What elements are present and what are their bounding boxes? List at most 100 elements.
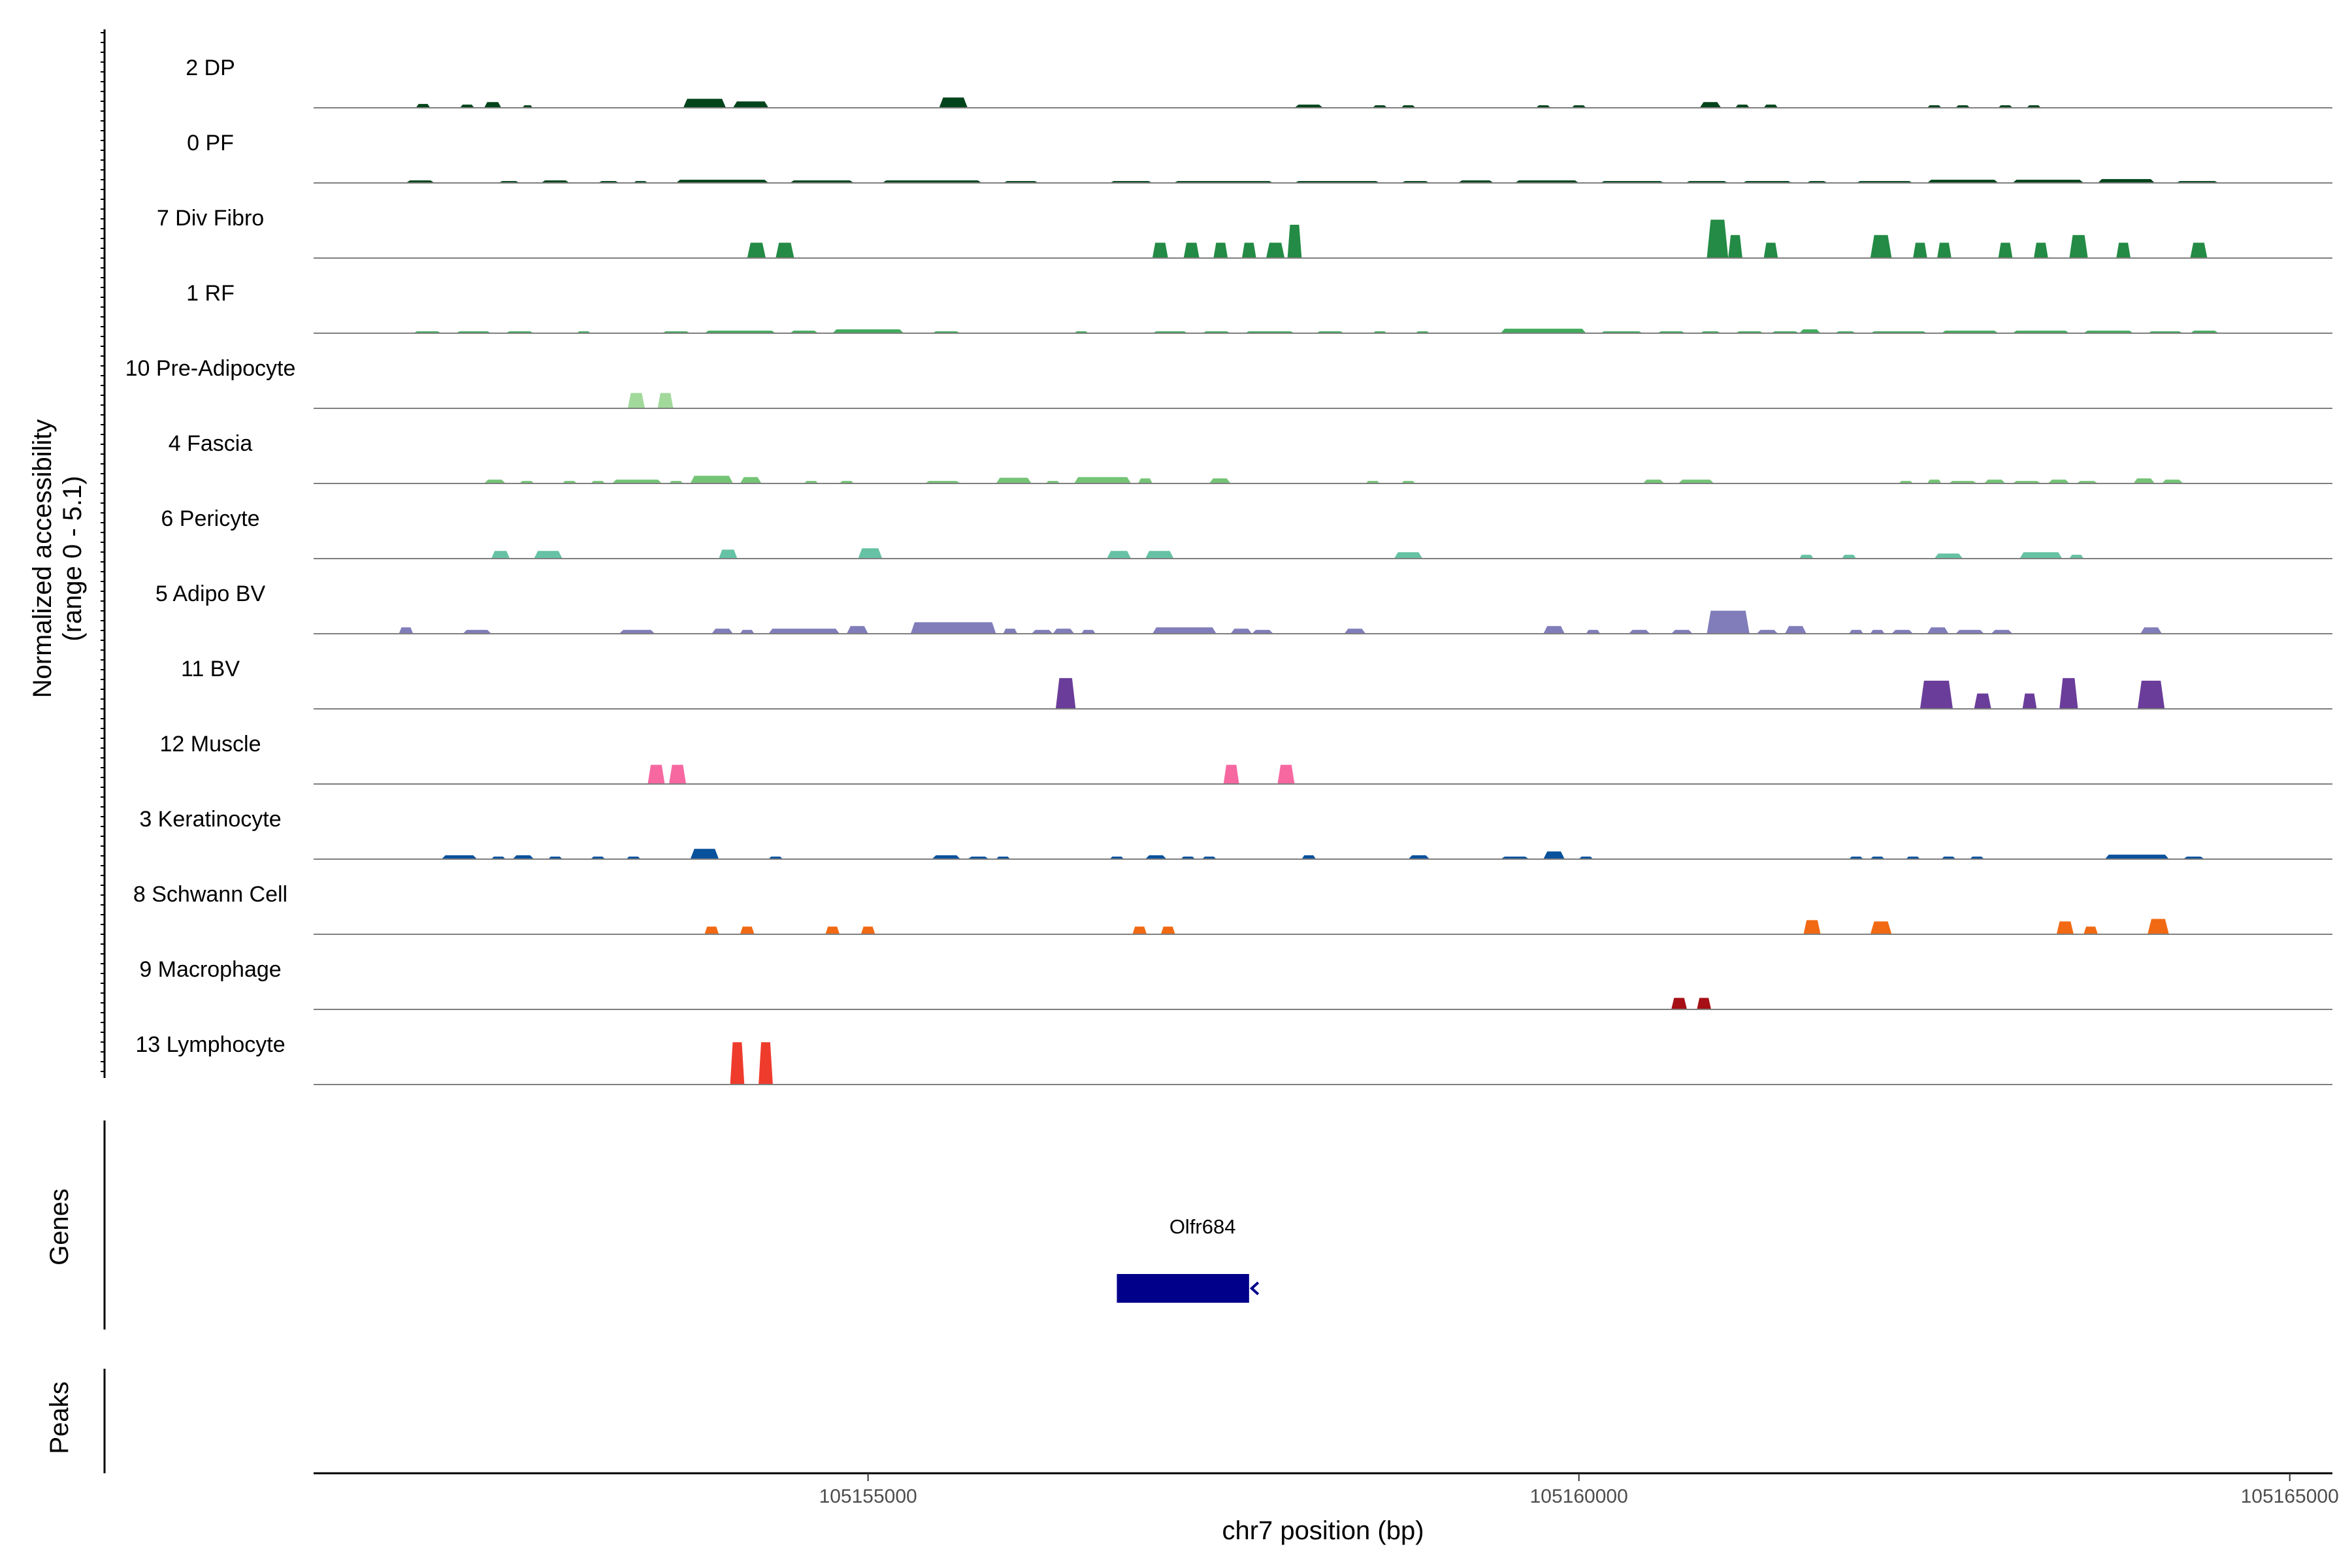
coverage-peak bbox=[719, 549, 738, 559]
track-7-div-fibro: 7 Div Fibro bbox=[157, 206, 2332, 259]
x-tick-label: 105155000 bbox=[819, 1486, 917, 1507]
coverage-peak bbox=[1152, 627, 1217, 634]
coverage-peak bbox=[2022, 693, 2037, 709]
coverage-peak bbox=[1252, 630, 1273, 634]
coverage-peak bbox=[1799, 555, 1814, 559]
coverage-peak bbox=[776, 242, 794, 258]
coverage-peak bbox=[1707, 220, 1729, 258]
coverage-peak bbox=[1763, 242, 1778, 258]
track-label: 1 RF bbox=[186, 281, 235, 306]
coverage-peak bbox=[2083, 926, 2098, 934]
genes-panel: Olfr684 bbox=[1117, 1215, 1260, 1303]
coverage-peak bbox=[1628, 630, 1650, 634]
coverage-peak bbox=[1671, 630, 1693, 634]
coverage-peak bbox=[1152, 242, 1168, 258]
coverage-peak bbox=[939, 97, 968, 108]
coverage-peak bbox=[1501, 329, 1586, 333]
coverage-peak bbox=[2104, 855, 2169, 859]
coverage-peak bbox=[910, 622, 996, 634]
coverage-peak bbox=[690, 849, 719, 859]
coverage-peak bbox=[1209, 478, 1231, 483]
coverage-peak bbox=[1277, 764, 1295, 784]
coverage-peak bbox=[460, 105, 474, 108]
coverage-peak bbox=[1991, 630, 2013, 634]
coverage-peak bbox=[1697, 998, 1712, 1009]
track-9-macrophage: 9 Macrophage bbox=[139, 957, 2332, 1010]
coverage-peak bbox=[2098, 179, 2155, 183]
coverage-peak bbox=[1998, 242, 2013, 258]
coverage-peak bbox=[2069, 555, 2084, 559]
coverage-peak bbox=[825, 926, 840, 934]
coverage-peak bbox=[1919, 680, 1953, 709]
coverage-peak bbox=[1849, 630, 1863, 634]
track-label: 9 Macrophage bbox=[139, 957, 281, 982]
coverage-peak bbox=[1287, 225, 1302, 258]
coverage-peak bbox=[2190, 242, 2208, 258]
track-11-bv: 11 BV bbox=[181, 657, 2332, 710]
gene-body bbox=[1117, 1274, 1249, 1303]
coverage-peak bbox=[2056, 921, 2074, 934]
coverage-peak bbox=[740, 926, 755, 934]
coverage-peak bbox=[2069, 235, 2088, 258]
track-2-dp: 2 DP bbox=[186, 56, 2332, 108]
x-tick-label: 105160000 bbox=[1530, 1486, 1628, 1507]
coverage-peak bbox=[1223, 764, 1239, 784]
track-10-pre-adipocyte: 10 Pre-Adipocyte bbox=[125, 356, 2332, 409]
coverage-peak bbox=[1927, 180, 1999, 183]
coverage-peak bbox=[1735, 105, 1750, 108]
coverage-peak bbox=[932, 855, 961, 859]
coverage-peak bbox=[1799, 329, 1821, 333]
coverage-peak bbox=[732, 101, 769, 108]
track-label: 7 Div Fibro bbox=[157, 206, 264, 231]
coverage-peak bbox=[484, 102, 502, 108]
coverage-peak bbox=[1230, 629, 1252, 634]
track-0-pf: 0 PF bbox=[187, 131, 2332, 184]
coverage-peak bbox=[2048, 480, 2070, 483]
coverage-peak bbox=[1543, 626, 1565, 634]
coverage-peak bbox=[1763, 105, 1778, 108]
coverage-peak bbox=[1913, 242, 1927, 258]
coverage-peak bbox=[2019, 552, 2063, 559]
coverage-peak bbox=[1055, 678, 1076, 709]
y-axis-title-line1: Normalized accessibility bbox=[28, 419, 57, 698]
coverage-peak bbox=[1870, 921, 1892, 934]
coverage-peak bbox=[534, 551, 563, 559]
coverage-peak bbox=[2133, 478, 2155, 483]
x-axis-ticks: 105155000 105160000 105165000 bbox=[819, 1473, 2339, 1507]
coverage-peak bbox=[1870, 235, 1892, 258]
coverage-peak bbox=[1984, 480, 2006, 483]
track-label: 8 Schwann Cell bbox=[133, 882, 287, 907]
coverage-peak bbox=[1132, 926, 1147, 934]
coverage-peak bbox=[2148, 919, 2169, 934]
track-label: 2 DP bbox=[186, 56, 235, 80]
coverage-peak bbox=[1294, 105, 1323, 108]
coverage-peak bbox=[416, 104, 431, 108]
coverage-peak bbox=[2116, 242, 2131, 258]
coverage-peak bbox=[1344, 629, 1366, 634]
coverage-peak bbox=[1053, 629, 1075, 634]
coverage-peak bbox=[1955, 630, 1984, 634]
track-label: 3 Keratinocyte bbox=[139, 807, 281, 832]
track-6-pericyte: 6 Pericyte bbox=[161, 506, 2332, 559]
coverage-peak bbox=[1870, 630, 1885, 634]
track-label: 0 PF bbox=[187, 131, 234, 155]
coverage-peak bbox=[1934, 553, 1963, 559]
coverage-peak bbox=[1842, 555, 1856, 559]
coverage-peak bbox=[860, 926, 875, 934]
coverage-peak bbox=[759, 1042, 773, 1085]
coverage-peak bbox=[2034, 242, 2048, 258]
y-axis-title-line2: (range 0 - 5.1) bbox=[58, 476, 87, 641]
track-label: 5 Adipo BV bbox=[155, 581, 266, 606]
coverage-peak bbox=[1974, 693, 1991, 709]
coverage-peak bbox=[2012, 180, 2084, 183]
coverage-peak bbox=[441, 855, 478, 859]
coverage-peak bbox=[1699, 102, 1722, 108]
track-8-schwann-cell: 8 Schwann Cell bbox=[133, 882, 2332, 935]
coverage-peak bbox=[747, 242, 766, 258]
coverage-peak bbox=[1301, 855, 1316, 859]
coverage-peak bbox=[2140, 627, 2162, 634]
coverage-peak bbox=[1785, 626, 1806, 634]
coverage-peak bbox=[1642, 480, 1665, 483]
coverage-peak bbox=[1756, 630, 1778, 634]
